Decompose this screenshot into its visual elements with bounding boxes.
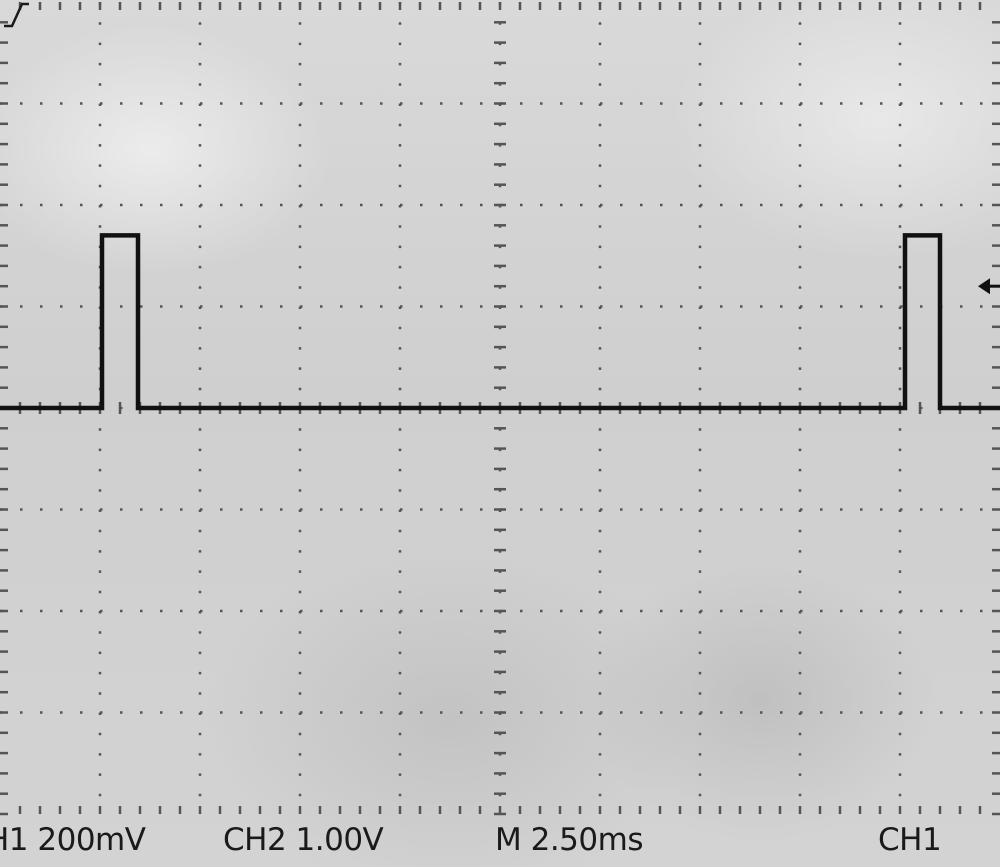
waveform-trace [0,233,1000,411]
timebase-readout: M 2.50ms [495,822,643,858]
ch2-scale-readout: CH2 1.00V [223,822,384,858]
trigger-level-marker [978,278,1000,295]
trigger-arrow-icon [978,278,990,295]
rising-edge-icon [4,2,29,28]
waveform-series-1 [0,233,1000,411]
trigger-source-readout: CH1 [878,822,942,858]
ch1-scale-readout: H1 200mV [0,822,146,858]
